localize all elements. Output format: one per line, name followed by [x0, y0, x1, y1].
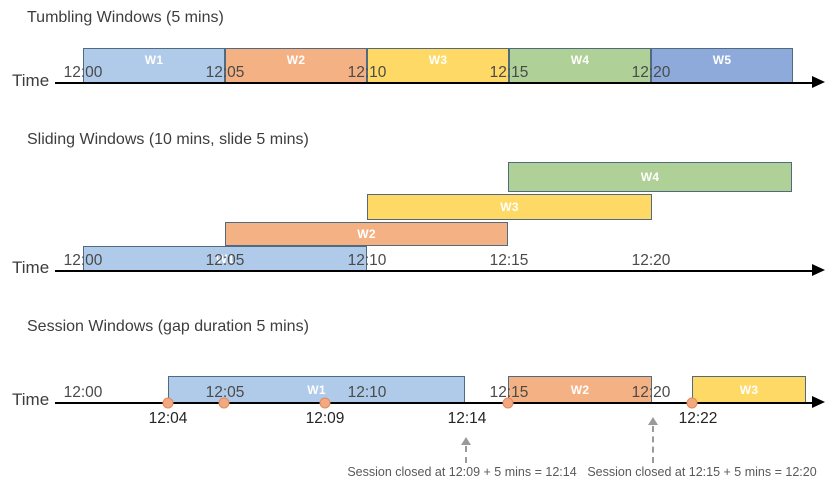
session-window-w2: W2: [508, 376, 652, 403]
session-event-dot: [686, 397, 698, 409]
session-event-dot: [502, 397, 514, 409]
session-close-arrow-shaft: [652, 426, 654, 463]
tumbling-section-title: Tumbling Windows (5 mins): [27, 9, 224, 26]
sliding-window-w3: W3: [367, 194, 652, 220]
tumbling-axis-arrowhead-icon: [812, 75, 825, 88]
session-window-label-w1: W1: [307, 382, 326, 397]
session-tick-label: 12:10: [347, 384, 387, 401]
tumbling-tick-label: 12:00: [63, 64, 103, 81]
session-close-caption: Session closed at 12:09 + 5 mins = 12:14: [347, 465, 577, 479]
session-window-w1: W1: [168, 376, 465, 403]
tumbling-window-w5: W5: [651, 48, 793, 83]
session-event-dot: [218, 397, 230, 409]
tumbling-window-label-w1: W1: [144, 52, 164, 67]
session-window-label-w2: W2: [570, 382, 590, 397]
sliding-tick-label: 12:15: [489, 252, 529, 269]
tumbling-window-label-w5: W5: [712, 52, 732, 67]
session-close-arrow-shaft: [465, 446, 467, 463]
session-event-dot: [162, 397, 174, 409]
tumbling-tick-label: 12:20: [631, 64, 671, 81]
session-event-time-label: 12:09: [305, 410, 345, 427]
sliding-section-title: Sliding Windows (10 mins, slide 5 mins): [27, 131, 309, 148]
session-event-dot: [319, 397, 331, 409]
sliding-window-w2: W2: [225, 222, 508, 246]
session-time-axis-title: Time: [12, 390, 50, 409]
tumbling-tick-label: 12:10: [347, 64, 387, 81]
tumbling-tick-label: 12:15: [489, 64, 529, 81]
session-time-axis: [55, 402, 815, 404]
session-section-title: Session Windows (gap duration 5 mins): [27, 318, 309, 335]
tumbling-time-axis-title: Time: [12, 71, 50, 90]
tumbling-window-w2: W2: [225, 48, 367, 83]
session-tick-label: 12:00: [63, 384, 103, 401]
session-close-caption: Session closed at 12:15 + 5 mins = 12:20: [587, 465, 817, 479]
sliding-window-label-w1: W1: [215, 251, 235, 266]
session-close-arrow-icon: [648, 417, 658, 425]
session-tick-label: 12:15: [489, 384, 529, 401]
sliding-tick-label: 12:10: [347, 252, 387, 269]
tumbling-window-w4: W4: [509, 48, 651, 83]
tumbling-time-axis: [55, 82, 815, 84]
sliding-window-label-w2: W2: [357, 227, 376, 241]
sliding-window-w4: W4: [508, 162, 792, 192]
sliding-tick-label: 12:05: [205, 252, 245, 269]
tumbling-window-label-w3: W3: [428, 52, 448, 67]
sliding-axis-arrowhead-icon: [812, 263, 825, 276]
session-tick-label: 12:20: [631, 384, 671, 401]
session-event-time-label: 12:14: [447, 410, 487, 427]
session-window-w3: W3: [692, 376, 806, 403]
session-window-label-w3: W3: [739, 382, 759, 397]
sliding-tick-label: 12:20: [631, 252, 671, 269]
session-event-time-label: 12:04: [148, 410, 188, 427]
session-axis-arrowhead-icon: [812, 395, 825, 408]
sliding-tick-label: 12:00: [63, 252, 103, 269]
sliding-window-w1: W1: [83, 246, 367, 271]
tumbling-tick-label: 12:05: [205, 64, 245, 81]
tumbling-window-label-w4: W4: [570, 52, 590, 67]
session-event-time-label: 12:22: [678, 410, 718, 427]
sliding-time-axis: [55, 270, 815, 272]
sliding-window-label-w4: W4: [640, 170, 660, 184]
sliding-window-label-w3: W3: [500, 200, 519, 214]
session-close-arrow-icon: [461, 437, 471, 445]
tumbling-window-w1: W1: [83, 48, 225, 83]
tumbling-window-label-w2: W2: [286, 52, 306, 67]
session-tick-label: 12:05: [205, 384, 245, 401]
tumbling-window-w3: W3: [367, 48, 509, 83]
sliding-time-axis-title: Time: [12, 258, 50, 277]
